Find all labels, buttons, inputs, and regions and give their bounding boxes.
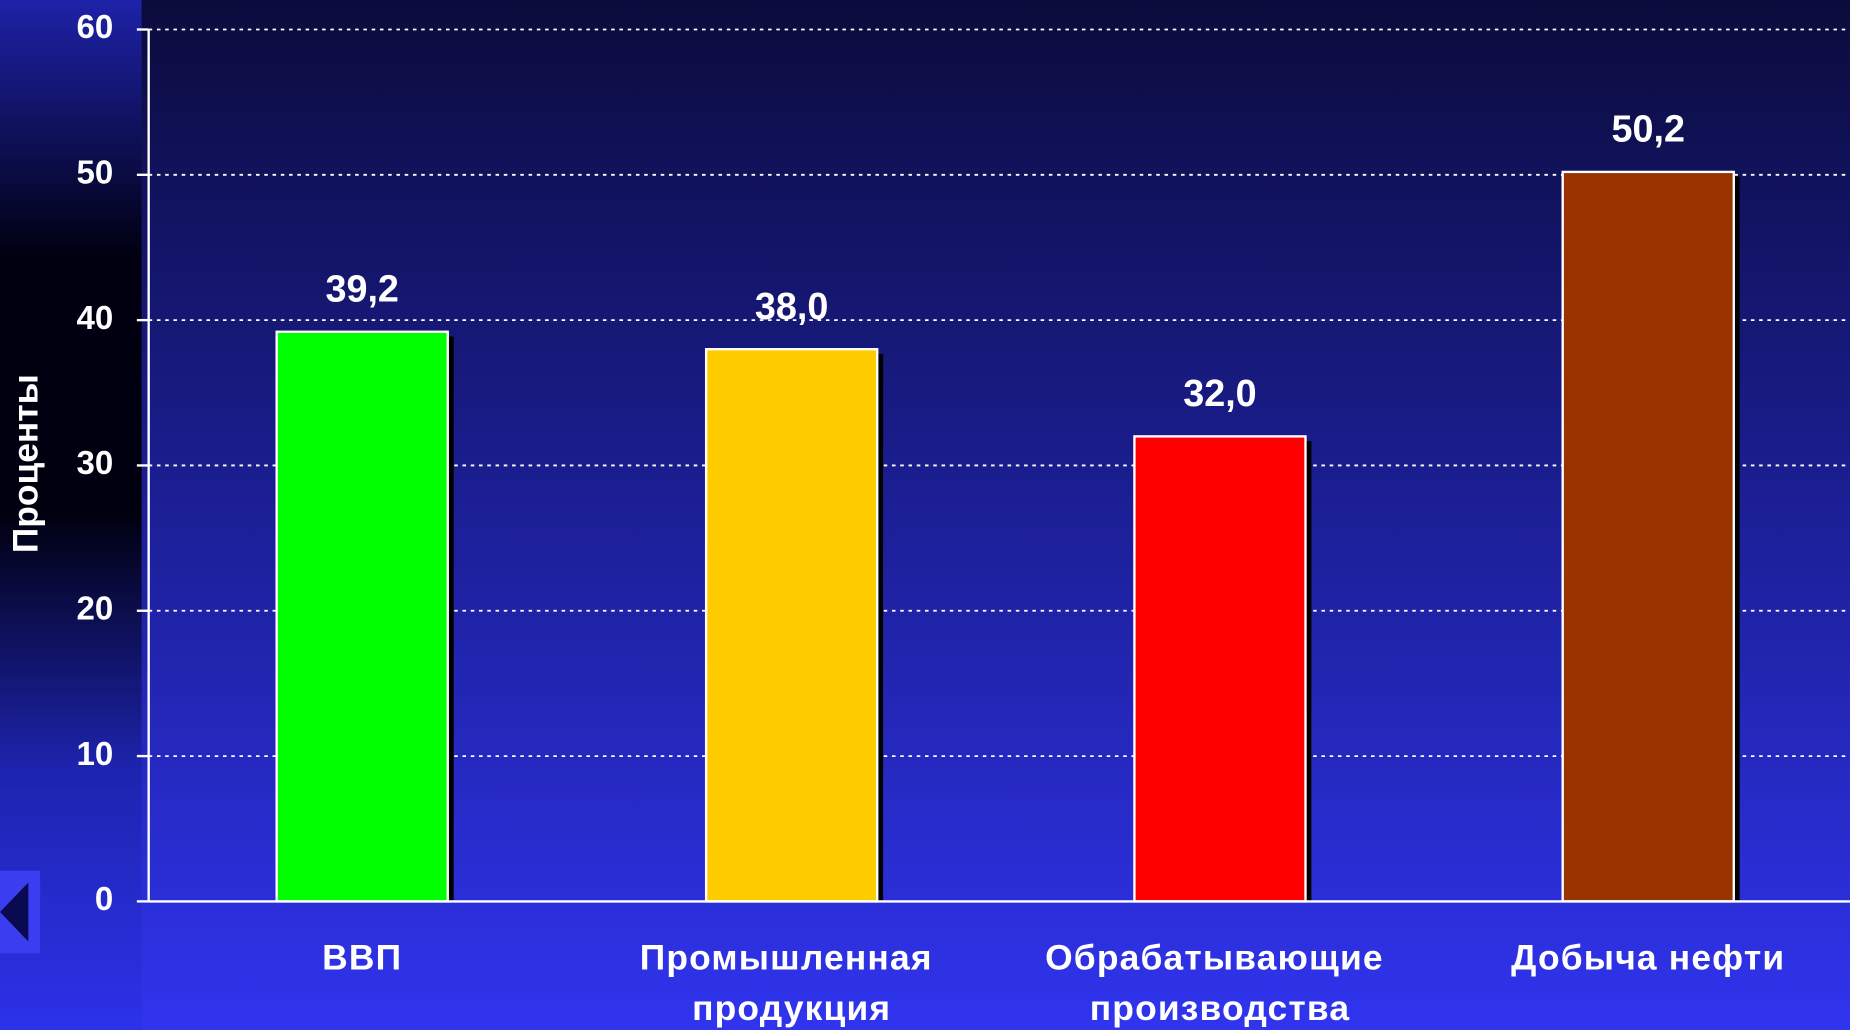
y-tick-label: 20 (77, 589, 114, 626)
nav-arrow (0, 882, 29, 942)
value-label: 32,0 (1183, 372, 1256, 414)
x-tick-label: Промышленная продукция (640, 939, 944, 1029)
x-tick-label: Обрабатывающие производства (1045, 939, 1395, 1029)
y-tick-label: 60 (77, 8, 114, 45)
bar (1133, 435, 1307, 903)
y-tick-label: 40 (77, 299, 114, 336)
x-tick-label: ВВП (322, 939, 402, 978)
bar (704, 348, 879, 903)
y-tick-label: 30 (77, 444, 114, 481)
value-label: 50,2 (1611, 108, 1684, 150)
y-tick-label: 50 (77, 154, 114, 191)
value-label: 38,0 (755, 285, 828, 327)
y-axis-label: Проценты (7, 374, 46, 553)
side-strip (0, 0, 142, 1030)
y-tick-label: 10 (77, 735, 114, 772)
y-tick-label: 0 (95, 880, 113, 917)
value-label: 39,2 (325, 268, 398, 310)
x-tick-label: Добыча нефти (1511, 939, 1785, 978)
bar (275, 330, 449, 903)
bar (1561, 170, 1735, 903)
